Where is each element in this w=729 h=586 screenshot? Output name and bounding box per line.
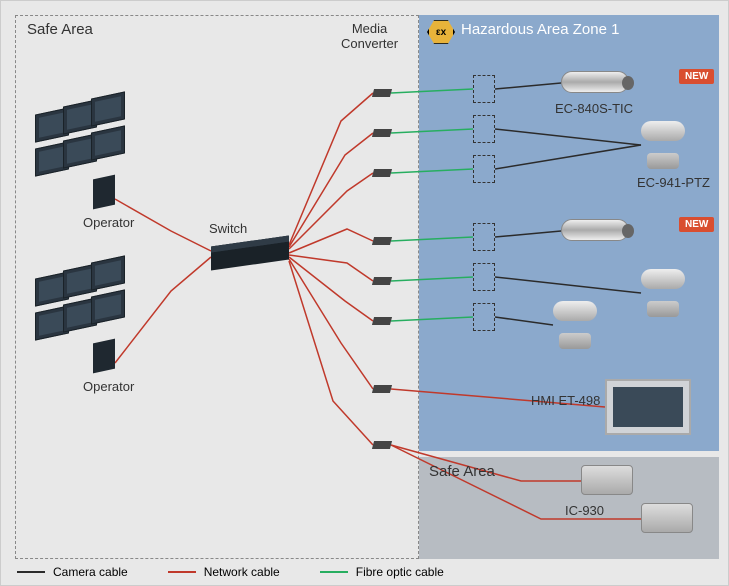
camera-ic930-2 <box>641 503 693 533</box>
media-converter-3 <box>372 169 392 177</box>
media-converter-4 <box>372 237 392 245</box>
media-converter-6 <box>372 317 392 325</box>
legend-fibre: Fibre optic cable <box>320 565 444 579</box>
camera-ec941-1 <box>641 121 685 169</box>
junction-box-3 <box>473 155 495 183</box>
operator1-label: Operator <box>83 215 134 230</box>
legend-camera-line <box>17 571 45 573</box>
legend-camera-label: Camera cable <box>53 565 128 579</box>
media-converter-label: Media Converter <box>341 21 398 51</box>
new-badge-2: NEW <box>679 217 714 232</box>
ec941-label: EC-941-PTZ <box>637 175 710 190</box>
legend-network: Network cable <box>168 565 280 579</box>
hmi-panel <box>605 379 691 435</box>
safe-area-small-title: Safe Area <box>429 463 495 480</box>
operator-tower-2 <box>93 339 115 374</box>
hmi-label: HMI ET-498 <box>531 393 600 408</box>
ec840s-label: EC-840S-TIC <box>555 101 633 116</box>
ex-badge-text: εx <box>436 27 446 38</box>
safe-area-title: Safe Area <box>27 21 93 38</box>
camera-ic930-1 <box>581 465 633 495</box>
legend-network-label: Network cable <box>204 565 280 579</box>
junction-box-2 <box>473 115 495 143</box>
new-badge-1: NEW <box>679 69 714 84</box>
switch-label: Switch <box>209 221 247 236</box>
media-converter-5 <box>372 277 392 285</box>
operator-tower-1 <box>93 175 115 210</box>
ic930-label: IC-930 <box>565 503 604 518</box>
camera-ec840s-2 <box>561 219 629 241</box>
junction-box-4 <box>473 223 495 251</box>
media-converter-7 <box>372 385 392 393</box>
legend-network-line <box>168 571 196 573</box>
legend-fibre-line <box>320 571 348 573</box>
junction-box-5 <box>473 263 495 291</box>
legend-camera: Camera cable <box>17 565 128 579</box>
camera-ec840s-1 <box>561 71 629 93</box>
media-converter-2 <box>372 129 392 137</box>
diagram-canvas: Safe Area Hazardous Area Zone 1 Safe Are… <box>0 0 729 586</box>
junction-box-1 <box>473 75 495 103</box>
operator2-label: Operator <box>83 379 134 394</box>
legend-fibre-label: Fibre optic cable <box>356 565 444 579</box>
junction-box-6 <box>473 303 495 331</box>
camera-ec941-2 <box>641 269 685 317</box>
camera-ptz-extra <box>553 301 597 349</box>
media-converter-1 <box>372 89 392 97</box>
legend: Camera cable Network cable Fibre optic c… <box>17 565 712 579</box>
hazardous-title: Hazardous Area Zone 1 <box>461 21 619 38</box>
media-converter-8 <box>372 441 392 449</box>
